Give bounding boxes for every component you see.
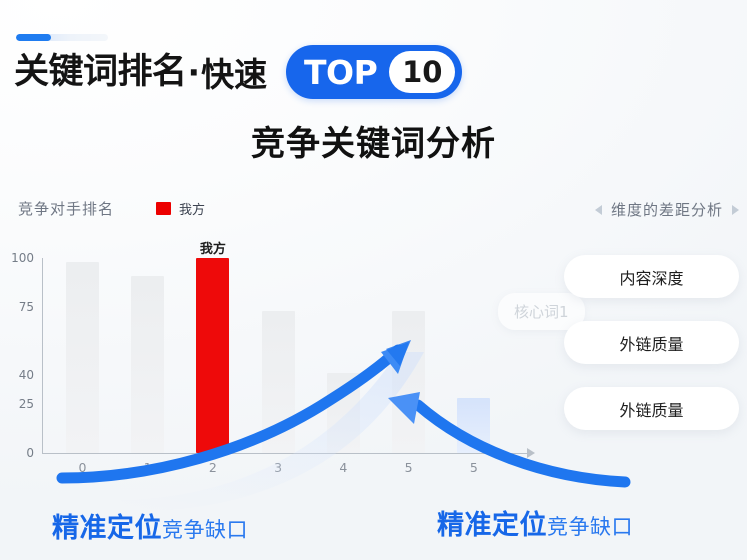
chart-header: 竞争对手排名 我方: [18, 198, 205, 219]
page-subtitle: 竞争关键词分析: [251, 124, 496, 164]
x-axis-tick: 1: [143, 460, 152, 475]
x-axis-tick: 2: [208, 460, 217, 475]
caption-right: 精准定位 竞争缺口: [437, 503, 633, 542]
chart-legend-item: 我方: [156, 199, 205, 218]
dimension-card[interactable]: 外链质量: [564, 321, 739, 364]
caption-left: 精准定位 竞争缺口: [52, 506, 248, 545]
bar-group: 我方: [42, 242, 528, 453]
legend-swatch-icon: [156, 202, 172, 215]
y-axis-tick: 25: [18, 397, 34, 412]
page-title: 关键词排名 · 快速: [14, 44, 267, 100]
caption-left-big: 精准定位: [52, 513, 162, 544]
progress-fill: [16, 34, 51, 41]
y-axis-tick: 40: [18, 368, 34, 382]
bar-highlight-label: 我方: [199, 242, 226, 257]
bar-chart: 100 75 40 25 0 0 1 2 3 4 5 5 我方: [0, 242, 545, 480]
y-axis-line: [42, 258, 43, 454]
title-separator-dot: ·: [187, 52, 201, 92]
caption-right-small: 竞争缺口: [547, 515, 633, 539]
y-axis-tick: 0: [26, 446, 34, 460]
progress-decoration: [16, 34, 108, 41]
dimension-card[interactable]: 内容深度: [564, 255, 739, 298]
dimension-card[interactable]: 外链质量: [564, 387, 739, 430]
bar-highlighted: [196, 258, 230, 453]
bar: [261, 310, 295, 453]
title-kuai-text: 快速: [201, 55, 268, 94]
x-axis-tick: 4: [339, 460, 348, 475]
x-axis-line: [42, 453, 528, 454]
y-axis-tick: 100: [11, 251, 34, 265]
y-axis-tick: 75: [18, 299, 34, 314]
dimension-card-list: 内容深度 外链质量 外链质量: [564, 255, 739, 453]
top-badge-number-pill: 10: [389, 51, 456, 93]
caption-right-big: 精准定位: [437, 510, 547, 541]
triangle-left-icon: [594, 204, 602, 215]
x-axis-tick: 5: [404, 460, 413, 475]
top-rank-badge: TOP 10: [286, 45, 463, 99]
bar: [65, 261, 99, 453]
bar: [392, 310, 426, 453]
triangle-right-icon: [732, 204, 739, 215]
legend-label: 我方: [179, 203, 206, 218]
chart-axis-title: 竞争对手排名: [18, 200, 115, 218]
right-panel-title: 维度的差距分析: [610, 201, 723, 219]
x-axis-tick: 3: [274, 460, 283, 475]
title-main-text: 关键词排名: [14, 51, 187, 92]
top-badge-number: 10: [402, 54, 443, 89]
right-panel-header: 维度的差距分析: [594, 199, 739, 220]
x-axis-arrow-icon: [527, 448, 535, 458]
x-axis-tick: 0: [78, 460, 87, 475]
bar: [326, 373, 360, 453]
top-badge-word: TOP: [304, 52, 378, 92]
x-axis-tick: 5: [469, 460, 478, 475]
caption-left-small: 竞争缺口: [162, 518, 248, 542]
bar: [457, 398, 491, 453]
bar: [131, 275, 165, 453]
ghost-keyword-pill: 核心词1: [498, 293, 585, 330]
